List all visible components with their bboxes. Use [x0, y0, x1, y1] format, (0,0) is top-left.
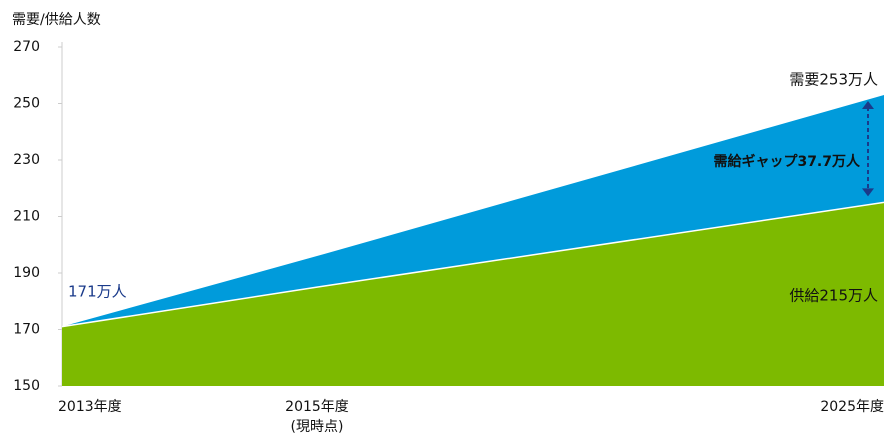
y-tick-label: 150: [13, 378, 40, 394]
y-tick-label: 210: [13, 209, 40, 225]
x-tick-label: 2025年度: [820, 399, 884, 415]
y-tick-label: 170: [13, 322, 40, 338]
x-tick-note: (現時点): [291, 419, 344, 435]
y-tick-label: 230: [13, 152, 40, 168]
y-tick-label: 250: [13, 96, 40, 112]
x-tick-label: 2013年度: [58, 399, 122, 415]
annotation: 171万人: [68, 283, 127, 301]
area: [62, 202, 884, 386]
x-tick-label: 2015年度: [285, 399, 349, 415]
arrow-head: [862, 101, 874, 110]
y-axis-label: 需要/供給人数: [12, 12, 101, 28]
y-tick-label: 270: [13, 39, 40, 55]
y-tick-label: 190: [13, 265, 40, 281]
area-edge: [61, 201, 884, 328]
annotation: 需給ギャップ37.7万人: [713, 153, 861, 170]
arrow-head: [862, 188, 874, 197]
annotation: 供給215万人: [789, 287, 878, 305]
annotation: 需要253万人: [789, 71, 878, 89]
